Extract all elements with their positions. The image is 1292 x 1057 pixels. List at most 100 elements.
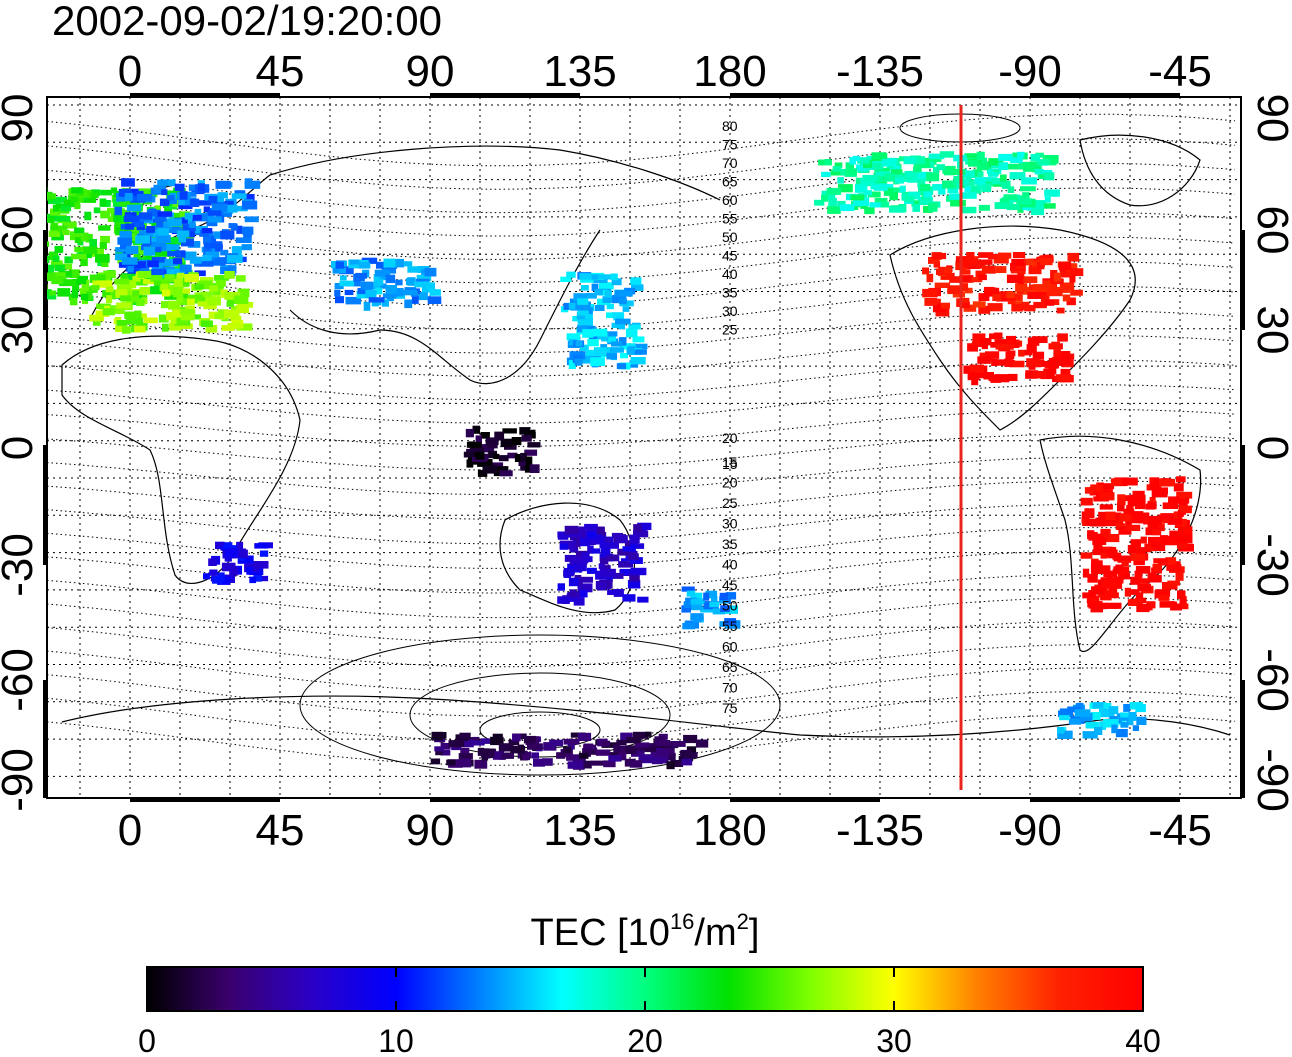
tec-data-point xyxy=(215,280,226,287)
tec-data-point xyxy=(970,185,981,193)
tec-data-point xyxy=(17,193,32,199)
tec-data-point xyxy=(1115,523,1126,530)
tec-data-point xyxy=(1132,490,1145,497)
tec-data-point xyxy=(60,205,72,212)
tec-data-point xyxy=(173,187,184,195)
tec-data-point xyxy=(725,592,737,600)
tec-data-point xyxy=(39,201,46,207)
tec-data-point xyxy=(826,187,842,195)
tec-data-point xyxy=(158,314,169,323)
tec-data-point xyxy=(125,317,142,325)
tec-data-point xyxy=(8,271,18,276)
tec-data-point xyxy=(663,752,676,761)
tec-data-point xyxy=(166,312,174,321)
tec-data-point xyxy=(637,522,652,530)
tec-data-point xyxy=(1060,269,1074,278)
bottom-lon-label: 45 xyxy=(256,806,305,855)
tec-data-point xyxy=(1132,511,1144,518)
tec-data-point xyxy=(1102,581,1115,588)
tec-data-point xyxy=(10,285,17,292)
tec-data-point xyxy=(569,298,580,305)
tec-data-point xyxy=(1005,351,1015,360)
tec-data-point xyxy=(116,193,126,202)
tec-data-point xyxy=(977,356,991,364)
tec-data-point xyxy=(630,567,647,576)
tec-data-point xyxy=(592,548,601,554)
tec-data-point xyxy=(610,273,618,281)
tec-data-point xyxy=(80,293,89,300)
tec-data-point xyxy=(154,205,161,214)
tec-data-point xyxy=(241,200,258,210)
tec-data-point xyxy=(174,183,185,191)
tec-data-point xyxy=(625,328,638,338)
tec-data-point xyxy=(567,761,584,769)
tec-data-point xyxy=(15,262,24,270)
tec-data-point xyxy=(936,268,952,275)
tec-data-point xyxy=(70,196,79,203)
tec-data-point xyxy=(404,299,413,309)
tec-data-point xyxy=(1126,524,1141,531)
tec-data-point xyxy=(942,180,957,189)
tec-data-point xyxy=(498,455,509,462)
tec-data-point xyxy=(1070,268,1084,277)
tec-data-point xyxy=(613,589,624,597)
tec-data-point xyxy=(618,324,626,330)
tec-data-point xyxy=(1176,491,1193,499)
tec-data-point xyxy=(96,303,111,309)
left-lat-label: 30 xyxy=(0,306,42,355)
tec-data-point xyxy=(947,186,959,194)
tec-data-point xyxy=(1173,483,1184,492)
tec-data-point xyxy=(416,274,432,282)
tec-data-point xyxy=(460,747,470,755)
tec-data-point xyxy=(884,173,894,182)
tec-data-point xyxy=(253,561,269,569)
tec-data-point xyxy=(26,188,38,194)
tec-data-point xyxy=(1152,529,1161,536)
tec-data-point xyxy=(1119,573,1130,580)
tec-data-point xyxy=(582,329,594,338)
tec-data-point xyxy=(1169,530,1180,539)
tec-data-point xyxy=(635,742,650,748)
tec-data-point xyxy=(178,200,188,206)
magnetic-contour xyxy=(47,597,1236,643)
tec-data-point xyxy=(203,573,210,580)
tec-data-point xyxy=(618,745,627,755)
tec-data-point xyxy=(617,752,627,761)
bottom-lon-label: 135 xyxy=(543,806,616,855)
tec-data-point xyxy=(837,184,853,193)
tec-data-point xyxy=(1074,709,1091,718)
tec-data-point xyxy=(601,740,611,747)
tec-data-point xyxy=(821,194,829,202)
tec-data-point xyxy=(162,289,171,297)
tec-data-point xyxy=(172,198,184,207)
tec-data-point xyxy=(961,170,975,178)
tec-data-point xyxy=(500,438,513,448)
tec-data-point xyxy=(480,432,490,439)
tec-data-point xyxy=(363,301,371,311)
tec-data-point xyxy=(95,310,110,317)
tec-data-point xyxy=(1093,544,1103,553)
tec-data-point xyxy=(440,742,451,750)
tec-data-point xyxy=(853,197,870,207)
tec-data-point xyxy=(1147,546,1154,552)
tec-data-point xyxy=(0,254,10,263)
tec-data-point xyxy=(997,291,1006,298)
tec-data-point xyxy=(235,275,246,282)
tec-data-point xyxy=(1043,368,1053,376)
tec-data-point xyxy=(919,183,931,192)
tec-data-point xyxy=(203,236,212,244)
tec-data-point xyxy=(978,204,990,211)
tec-data-point xyxy=(161,301,174,309)
tec-data-point xyxy=(375,287,383,295)
tec-data-point xyxy=(220,289,228,298)
tec-data-point xyxy=(670,760,684,767)
tec-data-point xyxy=(230,315,242,322)
tec-data-point xyxy=(136,298,145,307)
tec-data-point xyxy=(960,269,971,275)
tec-data-point xyxy=(611,312,625,318)
tec-data-point xyxy=(1062,294,1071,302)
tec-data-point xyxy=(214,313,221,320)
tec-data-point xyxy=(965,287,973,294)
tec-data-point xyxy=(611,278,622,286)
tec-data-point xyxy=(1044,196,1051,203)
